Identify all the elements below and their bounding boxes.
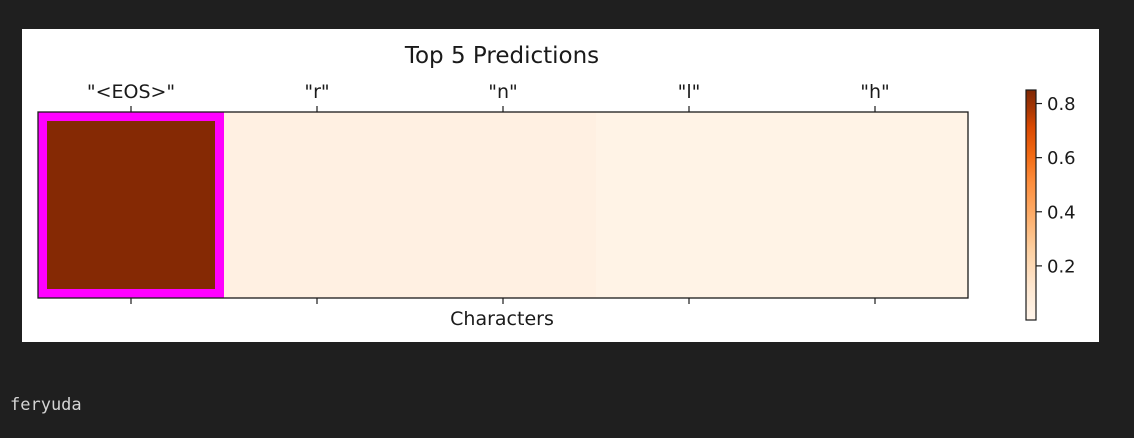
colorbar-tick-label-2: 0.6 <box>1047 148 1076 169</box>
highlight-box <box>38 112 224 298</box>
heatmap-cell-4 <box>782 112 969 298</box>
chart-title: Top 5 Predictions <box>404 43 599 69</box>
heatmap-cell-0 <box>38 112 225 298</box>
chart-figure: Top 5 Predictions "<EOS>" "r" "n" "l" "h" Ch… <box>22 29 1099 342</box>
x-tick-label-0: "<EOS>" <box>87 81 175 103</box>
heatmap-cell-1 <box>224 112 411 298</box>
x-axis-label: Characters <box>450 308 554 330</box>
colorbar-tick-label-1: 0.4 <box>1047 202 1076 223</box>
heatmap-cells <box>38 112 969 298</box>
colorbar-tick-label-0: 0.2 <box>1047 256 1076 277</box>
colorbar-tick-label-3: 0.8 <box>1047 94 1076 115</box>
heatmap-cell-2 <box>410 112 597 298</box>
colorbar-ticks: 0.2 0.4 0.6 0.8 <box>1036 94 1076 277</box>
heatmap-cell-3 <box>596 112 783 298</box>
x-tick-label-4: "h" <box>860 81 890 103</box>
axis-ticks: "<EOS>" "r" "n" "l" "h" <box>87 81 890 304</box>
highlight-group <box>38 112 224 298</box>
x-tick-label-3: "l" <box>678 81 701 103</box>
output-text: feryuda <box>10 395 82 415</box>
x-tick-label-1: "r" <box>304 81 329 103</box>
colorbar <box>1025 89 1037 321</box>
x-tick-label-2: "n" <box>488 81 518 103</box>
heatmap-chart: Top 5 Predictions "<EOS>" "r" "n" "l" "h" Ch… <box>37 43 1076 330</box>
